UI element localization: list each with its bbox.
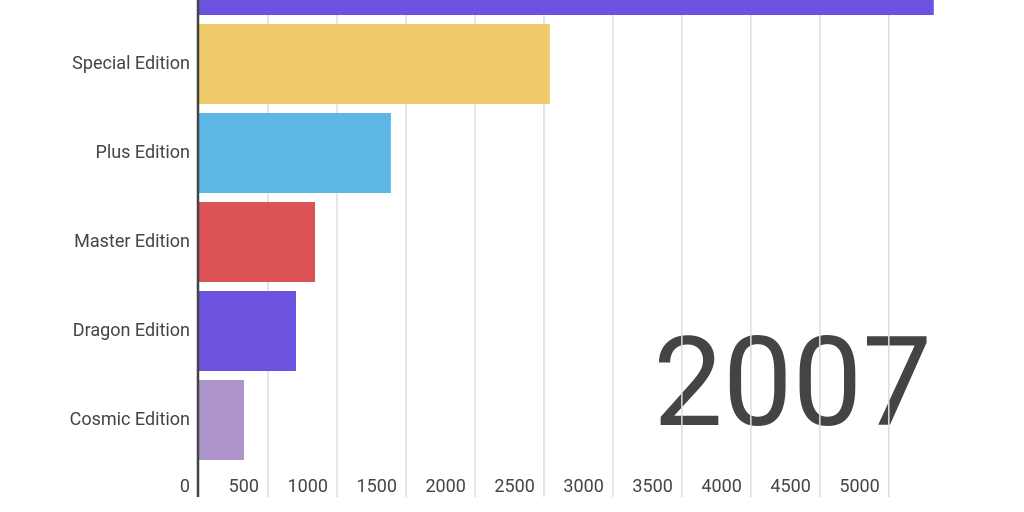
- x-tick-label: 2500: [494, 476, 534, 497]
- bar: [199, 380, 244, 460]
- x-tick-label: 3000: [563, 476, 603, 497]
- x-tick-label: 1000: [287, 476, 327, 497]
- bar: [199, 24, 550, 104]
- y-tick-label: Plus Edition: [96, 142, 190, 163]
- x-tick-label: 5000: [839, 476, 879, 497]
- y-tick-label: Master Edition: [74, 231, 190, 252]
- y-tick-label: Dragon Edition: [73, 320, 190, 341]
- x-tick-label: 4000: [701, 476, 741, 497]
- y-tick-label: Special Edition: [72, 53, 190, 74]
- x-tick-label: 4500: [770, 476, 810, 497]
- bar: [199, 113, 391, 193]
- bar: [199, 291, 296, 371]
- x-tick-label: 1500: [356, 476, 396, 497]
- x-tick-label: 0: [180, 476, 190, 497]
- x-tick-label: 2000: [425, 476, 465, 497]
- bar: [199, 202, 316, 282]
- year-label: 2007: [653, 311, 932, 456]
- y-tick-label: Cosmic Edition: [70, 409, 190, 430]
- x-tick-label: 3500: [632, 476, 672, 497]
- x-tick-label: 500: [229, 476, 259, 497]
- bar: [199, 0, 934, 15]
